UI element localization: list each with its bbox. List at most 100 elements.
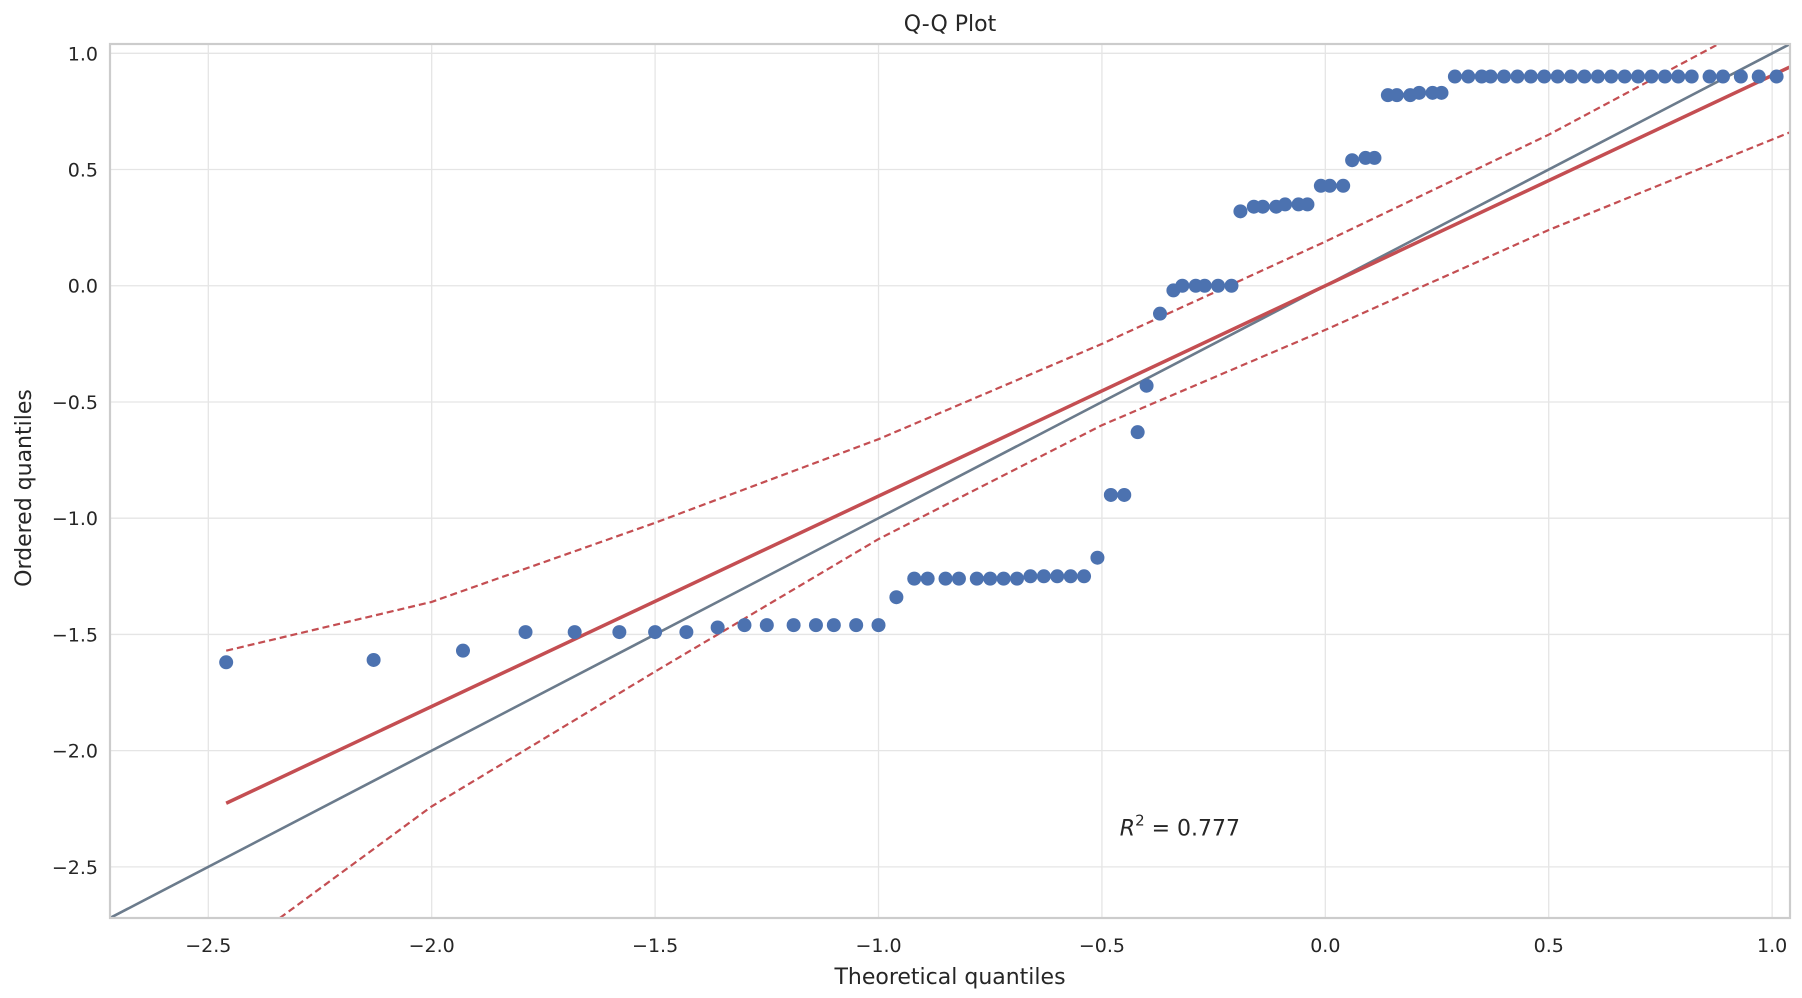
data-point [1412, 85, 1427, 100]
data-point [1139, 378, 1154, 393]
data-point [1523, 69, 1538, 84]
data-point [1211, 278, 1226, 293]
data-point [1550, 69, 1565, 84]
data-point [826, 618, 841, 633]
data-point [1197, 278, 1212, 293]
data-point [1103, 487, 1118, 502]
data-point [1023, 569, 1038, 584]
data-point [1090, 550, 1105, 565]
data-point [1153, 306, 1167, 321]
data-point [567, 625, 582, 640]
axes-frame [108, 42, 1792, 920]
chart-title: Q-Q Plot [904, 12, 997, 37]
data-point [1702, 69, 1717, 84]
data-point [1751, 69, 1766, 84]
data-point [786, 618, 801, 633]
data-point [1671, 69, 1686, 84]
annotation-value: = 0.777 [1145, 816, 1240, 841]
data-point [1130, 425, 1145, 440]
data-point [1733, 69, 1748, 84]
data-point [1497, 69, 1512, 84]
data-point [1278, 197, 1293, 212]
data-point [612, 625, 627, 640]
confidence-band-upper [225, 44, 1720, 652]
data-point [951, 571, 966, 586]
x-tick-label: 1.0 [1757, 935, 1787, 957]
data-point [1769, 69, 1784, 84]
data-point [1644, 69, 1659, 84]
data-point [1010, 571, 1025, 586]
y-tick-label: −1.0 [52, 508, 98, 530]
data-point [737, 618, 752, 633]
data-point [1564, 69, 1579, 84]
y-tick-label: 0.0 [68, 276, 98, 298]
r-squared-annotation: R2 = 0.777 [1120, 811, 1240, 841]
data-point [1345, 153, 1360, 168]
data-point [679, 625, 694, 640]
data-point [938, 571, 953, 586]
data-point [1036, 569, 1051, 584]
data-point [219, 655, 234, 670]
data-point [1322, 178, 1337, 193]
data-point [1434, 85, 1449, 100]
data-point [1063, 569, 1078, 584]
confidence-band-lower [279, 131, 1790, 918]
x-tick-label: −2.5 [185, 935, 231, 957]
data-point [518, 625, 533, 640]
data-point [366, 652, 381, 667]
data-point [871, 618, 886, 633]
annotation-symbol: R [1120, 816, 1135, 841]
data-point [808, 618, 823, 633]
data-point [1537, 69, 1552, 84]
data-point [1117, 487, 1132, 502]
data-point [455, 643, 470, 658]
data-point [648, 625, 663, 640]
chart-lines [110, 44, 1790, 918]
annotation-exponent: 2 [1135, 811, 1145, 829]
x-tick-label: −1.5 [632, 935, 678, 957]
data-point [1077, 569, 1092, 584]
x-tick-labels: −2.5 −2.0 −1.5 −1.0 −0.5 0.0 0.5 1.0 [185, 935, 1787, 957]
data-point [907, 571, 922, 586]
x-tick-label: −2.0 [409, 935, 455, 957]
data-point [1336, 178, 1351, 193]
plot-border [108, 42, 1792, 920]
data-point [1255, 199, 1270, 214]
x-tick-label: 0.5 [1534, 935, 1564, 957]
data-point [1461, 69, 1476, 84]
x-axis-label: Theoretical quantiles [833, 965, 1065, 990]
data-point [1590, 69, 1605, 84]
y-tick-labels: −2.5 −2.0 −1.5 −1.0 −0.5 0.0 0.5 1.0 [52, 43, 98, 879]
reference-line [110, 44, 1790, 918]
data-point [1617, 69, 1632, 84]
data-point [969, 571, 984, 586]
data-point [996, 571, 1011, 586]
data-point [1715, 69, 1730, 84]
data-point [1233, 204, 1248, 219]
data-point [759, 618, 774, 633]
y-tick-label: 1.0 [68, 43, 98, 65]
x-tick-label: −1.0 [855, 935, 901, 957]
y-tick-label: −2.5 [52, 857, 98, 879]
x-tick-label: 0.0 [1310, 935, 1340, 957]
y-axis-label: Ordered quantiles [12, 389, 37, 587]
data-point [1224, 278, 1239, 293]
data-point [1631, 69, 1646, 84]
y-tick-label: −1.5 [52, 624, 98, 646]
data-point [1447, 69, 1462, 84]
data-point [920, 571, 935, 586]
data-point [1050, 569, 1065, 584]
data-point [1510, 69, 1525, 84]
data-point [1389, 88, 1404, 103]
y-tick-label: −2.0 [52, 741, 98, 763]
fit-line [225, 65, 1790, 805]
data-point [983, 571, 998, 586]
data-point [1483, 69, 1498, 84]
y-tick-label: −0.5 [52, 392, 98, 414]
data-point [1300, 197, 1315, 212]
data-point [889, 590, 904, 605]
data-point [1684, 69, 1699, 84]
data-point [710, 620, 725, 635]
data-point [1604, 69, 1619, 84]
y-tick-label: 0.5 [68, 160, 98, 182]
